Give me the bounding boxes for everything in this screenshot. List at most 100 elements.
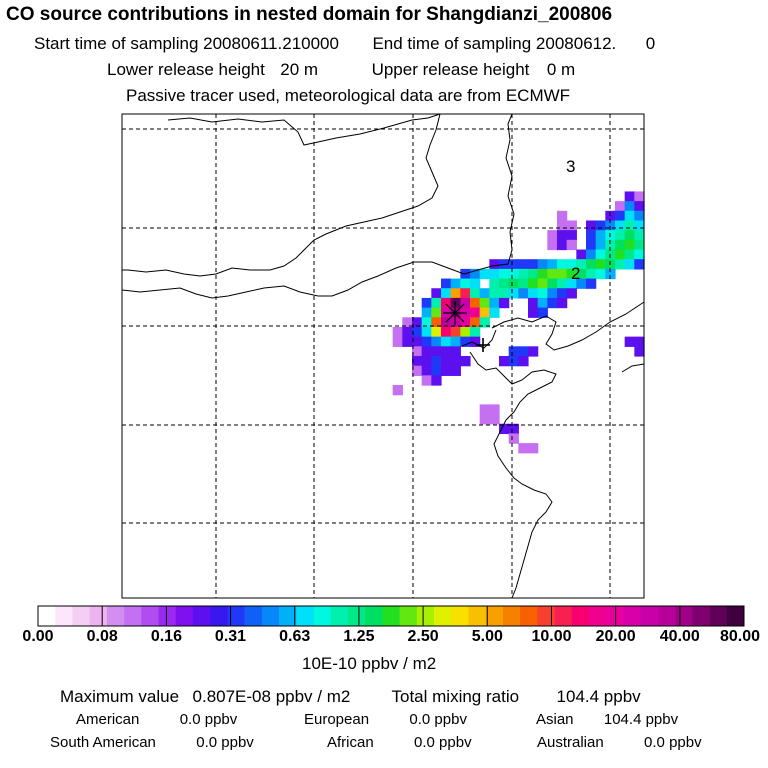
map-background [122, 114, 644, 598]
colorbar-swatch-39 [709, 606, 728, 626]
colorbar-tick-label-0: 0.00 [22, 628, 54, 645]
heatmap-cell-113 [499, 297, 510, 309]
heatmap-cell-97 [499, 288, 510, 299]
heatmap-cell-52 [576, 259, 587, 270]
receptor-star-stroke-4 [445, 303, 465, 323]
start-label: Start time of sampling [34, 34, 199, 53]
heatmap-cell-12 [586, 220, 597, 231]
max-label: Maximum value [60, 687, 180, 706]
heatmap-cell-115 [537, 297, 548, 309]
heatmap-cell-161 [450, 346, 461, 357]
heatmap-cell-76 [450, 278, 461, 289]
colorbar-swatch-6 [141, 606, 159, 626]
heatmap-cell-185 [479, 414, 490, 425]
colorbar-swatch-37 [675, 606, 693, 626]
heatmap-cell-13 [595, 220, 606, 231]
heatmap-cell-5 [557, 210, 568, 222]
heatmap-cell-19 [557, 230, 568, 241]
heatmap-cell-147 [402, 336, 413, 347]
heatmap-cell-191 [528, 443, 539, 454]
colorbar-swatch-34 [623, 606, 641, 626]
heatmap-cell-157 [412, 346, 423, 357]
heatmap-cell-110 [470, 297, 481, 309]
region-value: 0.0 ppbv [409, 711, 467, 728]
heatmap-cell-98 [508, 288, 519, 299]
heatmap-cell-47 [528, 259, 539, 270]
heatmap-cell-28 [557, 239, 568, 251]
heatmap-cell-182 [392, 385, 403, 396]
heatmap-cell-126 [528, 307, 539, 318]
heatmap-cell-93 [460, 288, 471, 299]
heatmap-cell-165 [634, 346, 645, 357]
colorbar-swatch-20 [382, 606, 400, 626]
colorbar-swatch-11 [227, 606, 245, 626]
heatmap-cell-104 [566, 288, 577, 299]
border-north [167, 113, 441, 146]
heatmap-cell-153 [460, 336, 471, 347]
colorbar-swatch-9 [192, 606, 211, 626]
heatmap-cell-111 [479, 297, 490, 309]
heatmap-cell-127 [537, 307, 548, 318]
heatmap-cell-124 [479, 307, 490, 318]
colorbar-swatch-36 [657, 606, 676, 626]
heatmap-cell-33 [615, 239, 626, 251]
heatmap-cell-86 [557, 278, 568, 289]
heatmap-cell-14 [605, 220, 616, 231]
coast-south [493, 419, 553, 599]
region-value: 0.0 ppbv [644, 734, 702, 751]
heatmap-cell-21 [586, 230, 597, 241]
heatmap-cell-10 [557, 220, 568, 231]
heatmap-cell-169 [441, 356, 452, 367]
heatmap-cell-8 [624, 210, 635, 222]
release-heights: Lower release height 20 m Upper release … [107, 60, 575, 80]
lower-value: 20 m [280, 60, 319, 79]
region-south-american: South American 0.0 ppbv [50, 734, 254, 751]
colorbar-swatch-40 [726, 606, 745, 626]
colorbar [38, 606, 745, 626]
heatmap-cell-87 [566, 278, 577, 289]
heatmap-cell-114 [528, 297, 539, 309]
heatmap-cell-103 [557, 288, 568, 299]
heatmap-cell-173 [508, 356, 519, 367]
heatmap-cell-56 [615, 259, 626, 270]
heatmap-cell-167 [421, 356, 432, 367]
colorbar-tick-label-1: 0.08 [86, 628, 118, 645]
region-value: 0.0 ppbv [196, 734, 254, 751]
colorbar-tick-label-8: 10.00 [531, 628, 572, 645]
border-great-wall [121, 261, 509, 299]
start-value: 20080611.210000 [203, 34, 339, 53]
end-value: 20080612. [535, 34, 617, 53]
heatmap-cell-58 [634, 259, 645, 270]
colorbar-swatch-17 [330, 606, 349, 626]
summary-stats: Maximum value 0.807E-08 ppbv / m2 Total … [60, 687, 641, 707]
heatmap-cell-91 [441, 288, 452, 299]
colorbar-swatch-25 [468, 606, 487, 626]
heatmap-cell-3 [624, 201, 635, 212]
colorbar-swatch-26 [485, 606, 504, 626]
colorbar-swatch-2 [72, 606, 90, 626]
heatmap-cell-57 [624, 259, 635, 270]
heatmap-cell-29 [566, 239, 577, 251]
heatmap-cell-143 [450, 326, 461, 338]
colorbar-swatch-38 [692, 606, 710, 626]
heatmap-cell-90 [431, 288, 442, 299]
heatmap-cell-92 [450, 288, 461, 299]
heatmap-cell-25 [624, 230, 635, 241]
heatmap-cell-75 [441, 278, 452, 289]
heatmap-cell-96 [489, 288, 500, 299]
coast-korea [621, 363, 645, 373]
colorbar-tick-label-4: 0.63 [279, 628, 311, 645]
heatmap-cell-9 [634, 210, 645, 222]
heatmap-cell-61 [479, 268, 490, 280]
heatmap-cell-187 [499, 423, 510, 435]
region-name: Australian [537, 734, 604, 751]
heatmap-cell-40 [615, 249, 626, 260]
colorbar-swatch-28 [520, 606, 538, 626]
region-name: European [304, 711, 370, 728]
heatmap-cell-62 [489, 268, 500, 280]
colorbar-tick-label-2: 0.16 [150, 628, 182, 645]
heatmap-cell-189 [508, 433, 519, 444]
heatmap-cell-133 [450, 317, 461, 328]
colorbar-swatch-4 [106, 606, 125, 626]
heatmap-cell-35 [634, 239, 645, 251]
